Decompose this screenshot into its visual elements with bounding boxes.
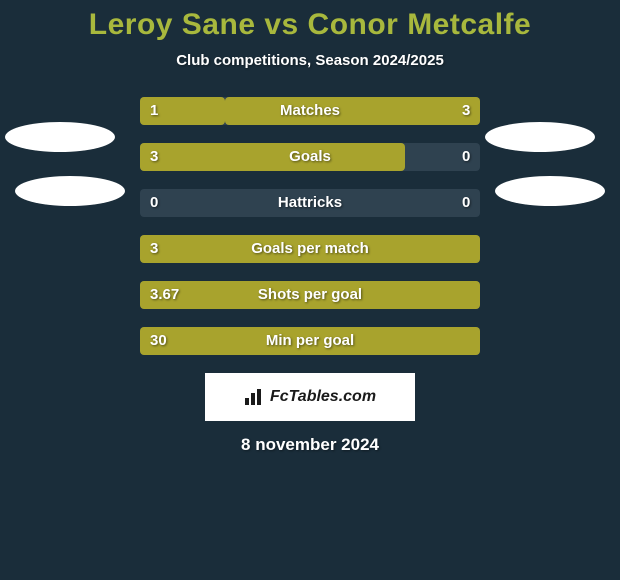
stat-row: 1 3 Matches (0, 97, 620, 125)
comparison-card: Leroy Sane vs Conor Metcalfe Club compet… (0, 0, 620, 580)
watermark: FcTables.com (205, 373, 415, 421)
stat-right-value: 0 (462, 189, 470, 217)
bar-track (140, 235, 480, 263)
stat-left-value: 3 (150, 235, 158, 263)
bar-fill-left (140, 281, 480, 309)
bar-fill-left (140, 143, 405, 171)
subtitle: Club competitions, Season 2024/2025 (0, 52, 620, 69)
bar-fill-left (140, 327, 480, 355)
bar-fill-left (140, 235, 480, 263)
stat-row: 30 Min per goal (0, 327, 620, 355)
bar-track (140, 327, 480, 355)
page-title: Leroy Sane vs Conor Metcalfe (0, 0, 620, 42)
stat-row: 3 0 Goals (0, 143, 620, 171)
bar-fill-right (225, 97, 480, 125)
stat-left-value: 30 (150, 327, 167, 355)
stat-row: 3 Goals per match (0, 235, 620, 263)
stat-left-value: 1 (150, 97, 158, 125)
bar-track (140, 281, 480, 309)
bar-track (140, 97, 480, 125)
stats-bars: 1 3 Matches 3 0 Goals 0 0 Hattricks (0, 97, 620, 355)
footer-date: 8 november 2024 (0, 435, 620, 455)
chart-icon (244, 388, 266, 406)
stat-row: 3.67 Shots per goal (0, 281, 620, 309)
stat-right-value: 3 (462, 97, 470, 125)
bar-track (140, 189, 480, 217)
stat-left-value: 3 (150, 143, 158, 171)
watermark-text: FcTables.com (270, 388, 376, 406)
stat-left-value: 0 (150, 189, 158, 217)
bar-track (140, 143, 480, 171)
stat-row: 0 0 Hattricks (0, 189, 620, 217)
stat-left-value: 3.67 (150, 281, 179, 309)
stat-right-value: 0 (462, 143, 470, 171)
